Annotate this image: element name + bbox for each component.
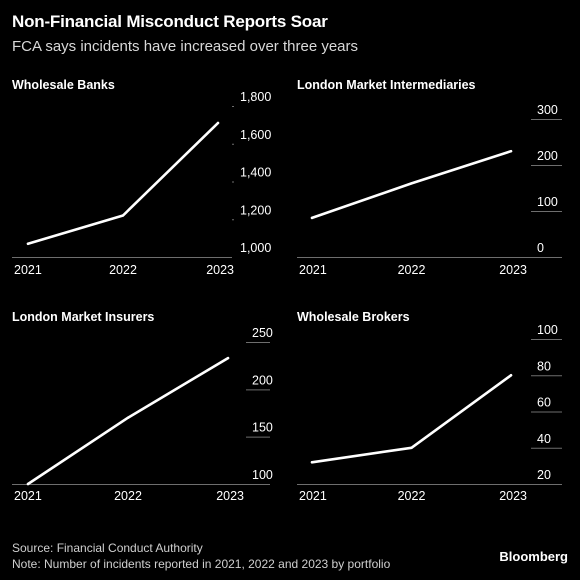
wholesale-brokers-ytick-label-20: 20 [537,468,551,482]
london-market-insurers-xtick-label-2021: 2021 [14,489,42,503]
london-market-insurers-ytick-label-150: 150 [252,421,273,435]
wholesale-brokers-point-2022 [410,446,413,449]
chart-title: Non-Financial Misconduct Reports Soar [12,12,328,31]
wholesale-brokers-ytick-label-100: 100 [537,323,558,337]
wholesale-banks-ytick-label-1800: 1,800 [240,90,271,104]
wholesale-brokers-point-2021 [310,461,314,464]
panel-title-wholesale-brokers: Wholesale Brokers [297,310,410,324]
london-market-intermediaries-point-2023 [509,150,513,153]
footnote: Note: Number of incidents reported in 20… [12,557,391,571]
wholesale-banks-xtick-label-2021: 2021 [14,263,42,277]
wholesale-banks-point-2021 [26,242,30,245]
wholesale-banks-ytick-label-1200: 1,200 [240,203,271,217]
london-market-insurers-series-line [26,356,230,486]
wholesale-brokers-xtick-label-2021: 2021 [299,489,327,503]
london-market-intermediaries-xtick-label-2021: 2021 [299,263,327,277]
panel-title-wholesale-banks: Wholesale Banks [12,78,115,92]
wholesale-brokers-ytick-label-40: 40 [537,432,551,446]
london-market-insurers-ytick-label-200: 200 [252,373,273,387]
london-market-intermediaries-ytick-label-100: 100 [537,195,558,209]
wholesale-brokers-series-line [310,373,513,464]
wholesale-banks-ytick-label-1600: 1,600 [240,128,271,142]
london-market-intermediaries-ytick-label-0: 0 [537,241,544,255]
london-market-intermediaries-ytick-label-200: 200 [537,149,558,163]
wholesale-brokers-xtick-label-2022: 2022 [398,489,426,503]
panel-title-london-market-intermediaries: London Market Intermediaries [297,78,476,92]
london-market-intermediaries-xtick-label-2023: 2023 [499,263,527,277]
wholesale-banks-point-2022 [121,214,125,217]
london-market-insurers-ytick-label-250: 250 [252,326,273,340]
wholesale-banks-series-line [26,121,220,246]
wholesale-banks-point-2023 [216,121,220,125]
london-market-insurers-point-2022 [126,416,130,419]
wholesale-brokers-xtick-label-2023: 2023 [499,489,527,503]
wholesale-brokers-ytick-label-60: 60 [537,396,551,410]
wholesale-brokers-ytick-label-80: 80 [537,359,551,373]
wholesale-banks-ytick-label-1400: 1,400 [240,166,271,180]
wholesale-banks-xtick-label-2022: 2022 [109,263,137,277]
source-note: Source: Financial Conduct Authority [12,541,203,555]
london-market-intermediaries-ytick-label-300: 300 [537,103,558,117]
london-market-insurers-xtick-label-2022: 2022 [114,489,142,503]
london-market-insurers-ytick-label-100: 100 [252,468,273,482]
wholesale-brokers-point-2023 [509,374,513,377]
london-market-insurers-point-2023 [226,356,230,360]
chart-subtitle: FCA says incidents have increased over t… [12,38,359,55]
london-market-intermediaries-xtick-label-2022: 2022 [398,263,426,277]
wholesale-banks-ytick-label-1000: 1,000 [240,241,271,255]
wholesale-banks-xtick-label-2023: 2023 [206,263,234,277]
london-market-insurers-xtick-label-2023: 2023 [216,489,244,503]
london-market-insurers-point-2021 [26,482,30,486]
london-market-intermediaries-point-2022 [410,182,413,185]
panel-title-london-market-insurers: London Market Insurers [12,310,155,324]
bloomberg-logo: Bloomberg [499,549,568,564]
london-market-intermediaries-point-2021 [310,216,314,220]
